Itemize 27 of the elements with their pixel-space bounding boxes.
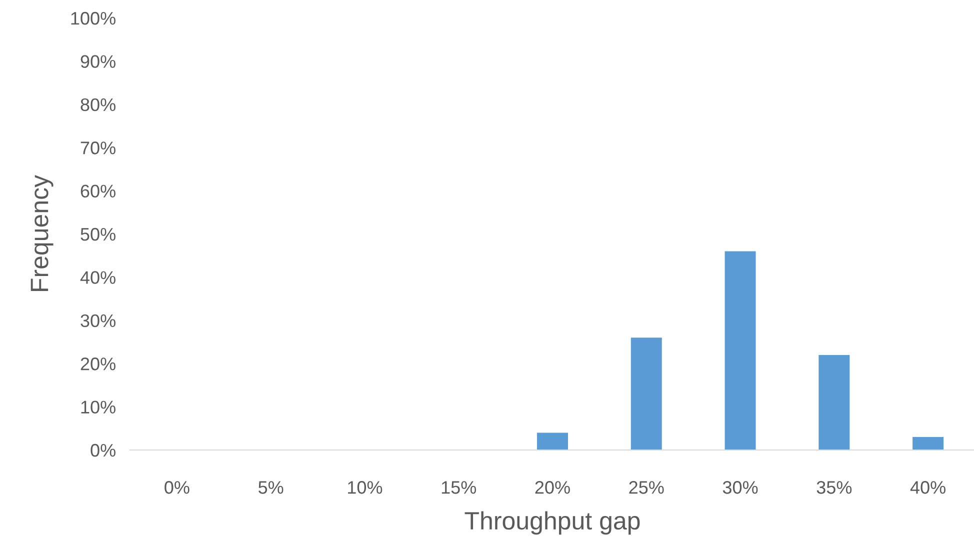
bar (630, 338, 662, 450)
y-tick-label: 20% (80, 358, 116, 370)
x-tick-label: 5% (258, 481, 284, 494)
x-tick-label: 35% (816, 481, 852, 494)
bar (724, 251, 756, 450)
x-tick-label: 40% (910, 481, 946, 494)
y-tick-label: 50% (80, 228, 116, 241)
y-tick-label: 90% (80, 55, 116, 68)
y-tick-label: 60% (80, 184, 116, 198)
y-tick-label: 100% (71, 12, 116, 25)
x-tick-label: 25% (629, 481, 664, 494)
y-tick-label: 30% (80, 314, 116, 328)
x-tick-label: 20% (535, 481, 570, 494)
y-tick-label: 80% (80, 98, 116, 112)
x-tick-label: 30% (722, 481, 758, 494)
y-tick-label: 10% (81, 400, 116, 414)
y-tick-label: 40% (80, 271, 116, 284)
y-tick-label: 70% (80, 142, 116, 154)
bar (912, 437, 944, 450)
x-tick-label: 15% (442, 481, 476, 494)
y-tick-label: 0% (90, 444, 116, 457)
bar (537, 432, 568, 450)
x-tick-label: 0% (164, 481, 190, 494)
x-axis-title: Throughput gap (464, 511, 640, 535)
bar (818, 354, 850, 450)
y-axis-title: Frequency (30, 174, 54, 291)
x-tick-label: 10% (348, 481, 382, 494)
